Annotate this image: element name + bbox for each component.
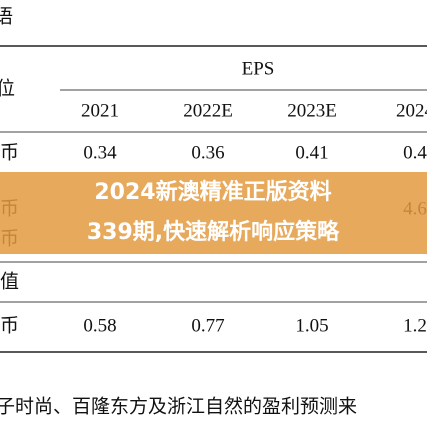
row-label: 民币 bbox=[0, 141, 19, 163]
cell: 0.77 bbox=[191, 315, 224, 336]
row-label: 民币 bbox=[0, 314, 19, 336]
title: 语 bbox=[0, 5, 13, 27]
cell: 1.05 bbox=[295, 315, 328, 336]
unit-label: 位 bbox=[0, 77, 15, 99]
banner bbox=[0, 172, 427, 254]
cell: 0.41 bbox=[295, 142, 328, 163]
column-header: 2021 bbox=[81, 100, 119, 121]
footer: 子时尚、百隆东方及浙江自然的盈利预测来 bbox=[0, 395, 357, 417]
cell: 0.58 bbox=[83, 315, 116, 336]
group-label: EPS bbox=[242, 58, 275, 79]
cell: 0.34 bbox=[83, 142, 117, 163]
cell: 0.4 bbox=[403, 142, 427, 163]
column-header: 2024 bbox=[396, 100, 427, 121]
row-label: 均值 bbox=[0, 270, 19, 292]
banner-line: 2024新澳精准正版资料 bbox=[94, 179, 331, 205]
column-header: 2022E bbox=[183, 100, 233, 121]
column-header: 2023E bbox=[287, 100, 337, 121]
cell: 1.2 bbox=[403, 315, 427, 336]
banner-line: 339期,快速解析响应策略 bbox=[87, 219, 340, 245]
cell: 0.36 bbox=[191, 142, 224, 163]
